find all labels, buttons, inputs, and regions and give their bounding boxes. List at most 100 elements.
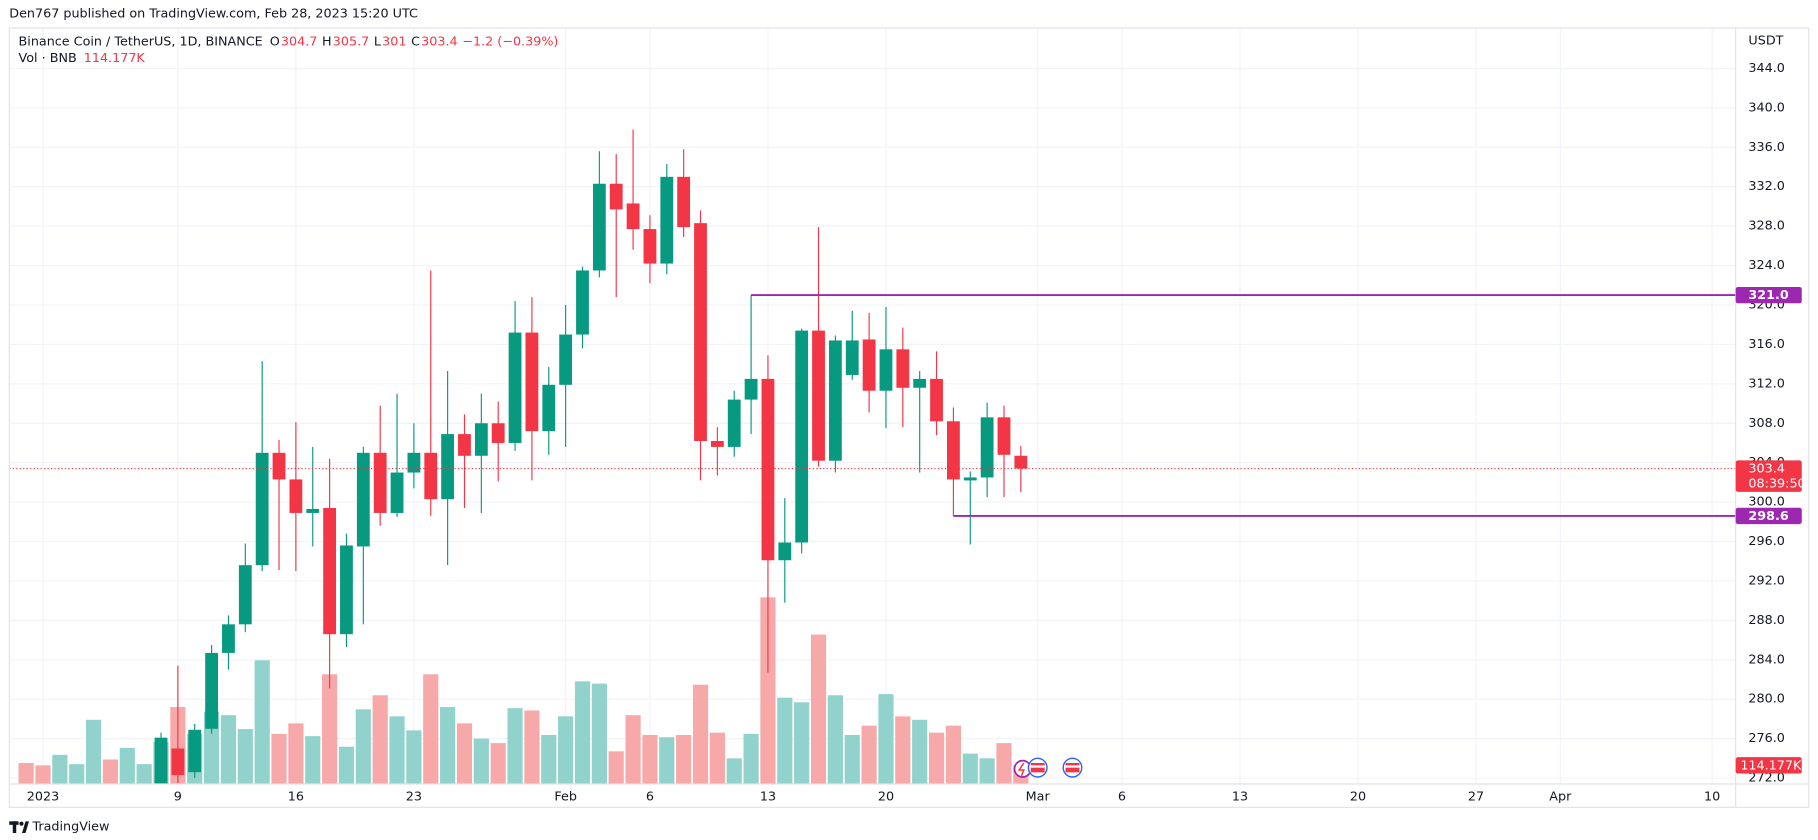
volume-bar	[642, 734, 658, 784]
x-tick-label: Feb	[554, 789, 577, 804]
volume-bar	[895, 716, 911, 784]
volume-bar	[406, 730, 422, 784]
candle-body	[441, 434, 455, 500]
level-badge	[1735, 286, 1802, 304]
logo-part	[19, 821, 24, 826]
volume-bar	[574, 681, 591, 784]
ohlc-value: 304.7	[281, 34, 317, 49]
x-tick-label: 20	[878, 789, 894, 804]
volume-bar	[355, 709, 371, 784]
volume-bar	[928, 732, 945, 784]
volume-bar	[372, 695, 388, 784]
candle-body	[710, 440, 724, 447]
price-unit: USDT	[1748, 33, 1783, 48]
current-price-label: 303.4	[1748, 462, 1784, 477]
candle-body	[626, 203, 640, 230]
publish-header: Den767 published on TradingView.com, Feb…	[9, 6, 418, 21]
y-tick-label: 280.0	[1748, 692, 1784, 707]
candle-body	[340, 545, 353, 635]
event-icons	[1013, 757, 1083, 778]
overlay-layer	[9, 294, 1736, 517]
volume-bar	[659, 737, 675, 784]
legend-change: −1.2 (−0.39%)	[462, 34, 558, 49]
y-tick-label: 300.0	[1748, 495, 1784, 510]
y-tick-label: 344.0	[1748, 61, 1784, 76]
y-tick-label: 276.0	[1748, 731, 1784, 746]
volume-bar	[945, 725, 961, 784]
volume-bar	[625, 715, 641, 784]
candle-body	[390, 472, 404, 513]
candle-body	[474, 423, 488, 456]
candle-body	[727, 399, 741, 447]
volume-bar	[338, 746, 355, 784]
x-tick-label: Mar	[1026, 789, 1051, 804]
candle-body	[963, 477, 977, 481]
candle-body	[323, 508, 337, 635]
candle-body	[525, 332, 539, 432]
volume-bar	[490, 743, 506, 784]
volume-bar	[440, 707, 456, 784]
event-flag-stripe	[1065, 765, 1080, 768]
logo-part	[22, 821, 29, 833]
candle-body	[913, 378, 927, 388]
ohlc-value: 301	[382, 34, 406, 49]
volume-bar	[35, 765, 51, 784]
x-tick-label: 9	[174, 789, 182, 804]
grid	[9, 28, 1736, 784]
ohlc-value: 303.4	[421, 34, 457, 49]
candle-body	[896, 349, 910, 388]
x-tick-label: 16	[288, 789, 304, 804]
logo-part	[12, 821, 17, 833]
volume-bar	[69, 764, 85, 784]
volume-badge	[1735, 757, 1802, 774]
level-badge-label: 321.0	[1748, 288, 1788, 303]
volume-bar	[288, 723, 304, 784]
candle-body	[592, 183, 606, 271]
volume-bar	[389, 716, 405, 784]
volume-bar	[507, 708, 523, 784]
volume-bar	[878, 694, 894, 784]
volume-bar	[608, 751, 624, 784]
volume-bar	[827, 695, 843, 784]
x-tick-label: 13	[760, 789, 776, 804]
level-badge-label: 298.6	[1748, 509, 1788, 524]
candle-body	[356, 452, 370, 547]
volume-bar	[777, 697, 793, 784]
candle-body	[609, 183, 623, 210]
y-tick-label: 292.0	[1748, 573, 1784, 588]
footer-logo	[9, 821, 29, 833]
ohlc-value: 305.7	[333, 34, 369, 49]
volume-bar	[962, 753, 978, 784]
y-tick-label: 288.0	[1748, 613, 1784, 628]
event-flag-stripe	[1030, 765, 1045, 768]
y-tick-label: 296.0	[1748, 534, 1784, 549]
volume-bar	[18, 762, 34, 784]
candle-body	[576, 270, 589, 335]
x-tick-label: 23	[406, 789, 422, 804]
volume-bar	[743, 733, 759, 784]
volume-bar	[322, 674, 338, 784]
volume-bar	[423, 674, 439, 784]
candle-body	[424, 452, 438, 500]
candle-body	[980, 417, 994, 478]
volume-bar	[52, 754, 68, 784]
volume-bar	[760, 597, 776, 784]
y-tick-label: 340.0	[1748, 100, 1784, 115]
candle-body	[744, 378, 758, 400]
volume-bar	[979, 758, 995, 784]
candle-body	[222, 624, 235, 653]
axis-layer: 272.0 276.0 280.0 284.0 288.0 292.0 296.0 300.0…	[27, 61, 1806, 804]
dividend-icon-glyph	[1017, 762, 1025, 777]
volume-bar	[996, 743, 1012, 784]
candle-body	[795, 330, 809, 543]
volume-bar	[558, 716, 574, 784]
volume-bar	[912, 719, 928, 784]
legend-title: Binance Coin / TetherUS, 1D, BINANCE	[19, 34, 263, 49]
candle-body	[930, 378, 943, 422]
candle-body	[946, 421, 960, 480]
volume-bar	[254, 660, 270, 784]
volume-bar	[305, 736, 321, 784]
y-tick-label: 328.0	[1748, 219, 1784, 234]
